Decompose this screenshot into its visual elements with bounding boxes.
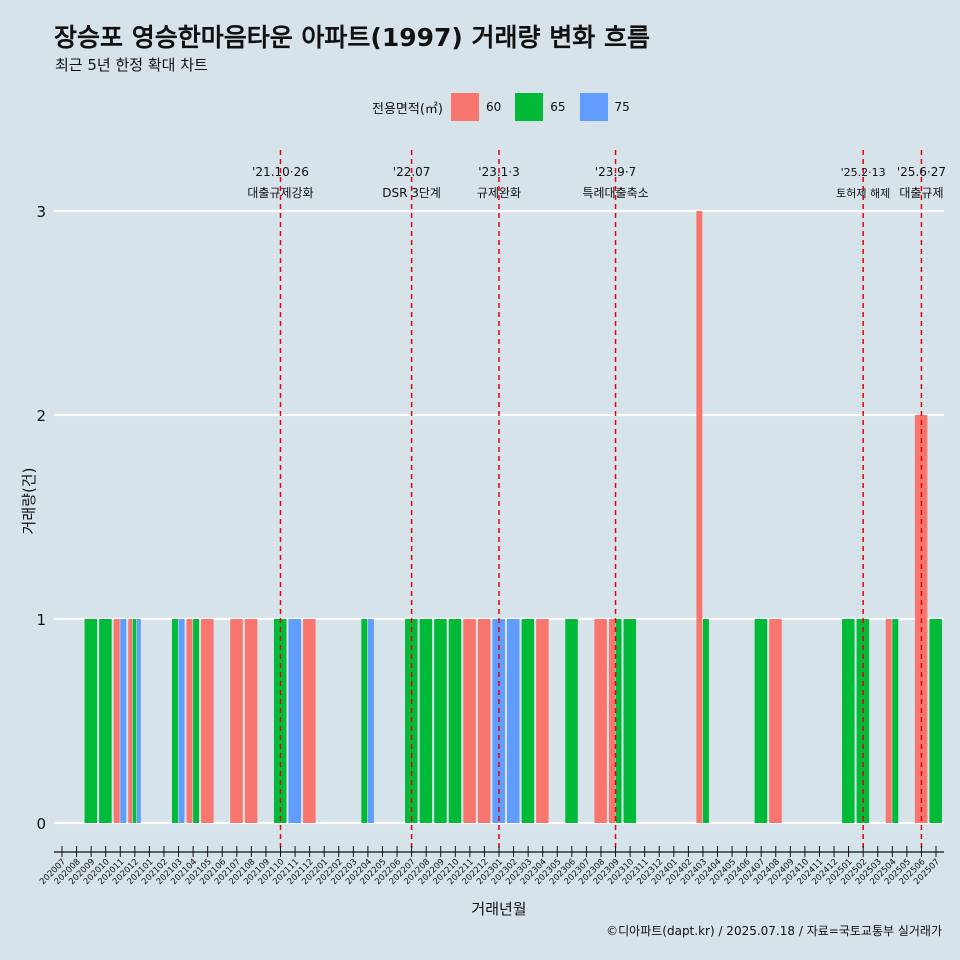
- annotation-date: '22.07: [393, 165, 431, 179]
- bar-60-202011: [113, 619, 120, 823]
- y-tick-label: 1: [36, 611, 46, 629]
- bar-60-202504: [885, 619, 892, 823]
- legend-label-75: 75: [614, 100, 630, 114]
- y-tick-label: 2: [36, 407, 46, 425]
- bar-75-202011: [120, 619, 127, 823]
- annotation-date: '23.9·7: [595, 165, 636, 179]
- bar-60-202403: [696, 211, 703, 823]
- bar-65-202010: [99, 619, 112, 823]
- y-tick-label: 3: [36, 203, 46, 221]
- bar-60-202104: [186, 619, 193, 823]
- bar-65-202403: [702, 619, 709, 823]
- bar-75-202111: [288, 619, 302, 823]
- legend-title: 전용면적(㎡): [372, 101, 443, 117]
- bar-65-202504: [892, 619, 899, 823]
- bar-60-202105: [201, 619, 214, 823]
- bar-60-202112: [303, 619, 316, 823]
- bar-60-202212: [477, 619, 491, 823]
- bar-65-202309: [615, 619, 622, 823]
- bar-65-202407: [754, 619, 768, 823]
- bar-65-202204: [361, 619, 368, 823]
- bar-65-202209: [434, 619, 447, 823]
- chart-title: 장승포 영승한마음타운 아파트(1997) 거래량 변화 흐름: [54, 23, 650, 52]
- annotation-label: 대출규제강화: [247, 186, 313, 200]
- bar-75-202103: [178, 619, 185, 823]
- annotation-label: 토허제 해제: [836, 186, 890, 200]
- annotation-label: 규제완화: [477, 186, 521, 200]
- bar-65-202303: [521, 619, 535, 823]
- bar-60-202012: [128, 619, 133, 823]
- bar-60-202108: [244, 619, 258, 823]
- annotation-label: 대출규제: [899, 186, 943, 200]
- bar-65-202104: [193, 619, 200, 823]
- bar-60-202309: [608, 619, 615, 823]
- annotation-label: 특례대출축소: [582, 186, 648, 200]
- annotation-date: '25.2·13: [841, 166, 886, 179]
- bar-60-202308: [594, 619, 607, 823]
- bar-65-202210: [448, 619, 462, 823]
- caption: ©디아파트(dapt.kr) / 2025.07.18 / 자료=국토교통부 실…: [606, 924, 942, 938]
- bar-65-202009: [84, 619, 98, 823]
- bar-65-202012: [132, 619, 137, 823]
- annotation-date: '23.1·3: [478, 165, 519, 179]
- bar-65-202208: [419, 619, 433, 823]
- legend: 전용면적(㎡) 60 65 75: [372, 93, 644, 121]
- bar-60-202107: [230, 619, 243, 823]
- legend-label-65: 65: [550, 100, 566, 114]
- legend-swatch-65: [515, 93, 544, 121]
- y-axis-title: 거래량(건): [20, 468, 38, 535]
- bar-60-202211: [463, 619, 476, 823]
- annotation-label: DSR 3단계: [382, 186, 441, 200]
- bar-60-202408: [769, 619, 782, 823]
- x-axis-title: 거래년월: [471, 900, 526, 918]
- legend-swatch-75: [579, 93, 608, 121]
- bar-65-202507: [929, 619, 942, 823]
- legend-label-60: 60: [485, 100, 502, 114]
- bar-75-202302: [507, 619, 520, 823]
- legend-swatch-60: [450, 93, 479, 121]
- legend-item-75: 75: [579, 93, 630, 121]
- bar-65-202501: [842, 619, 855, 823]
- bar-75-202204: [367, 619, 374, 823]
- bar-75-202012: [137, 619, 141, 823]
- bar-65-202306: [565, 619, 578, 823]
- legend-item-65: 65: [515, 93, 566, 121]
- legend-item-60: 60: [450, 93, 502, 121]
- bar-60-202304: [536, 619, 549, 823]
- annotation-date: '25.6·27: [897, 165, 946, 179]
- bar-65-202310: [623, 619, 637, 823]
- bar-65-202103: [171, 619, 178, 823]
- chart-subtitle: 최근 5년 한정 확대 차트: [55, 56, 208, 74]
- annotation-date: '21.10·26: [252, 165, 309, 179]
- y-tick-label: 0: [36, 815, 46, 833]
